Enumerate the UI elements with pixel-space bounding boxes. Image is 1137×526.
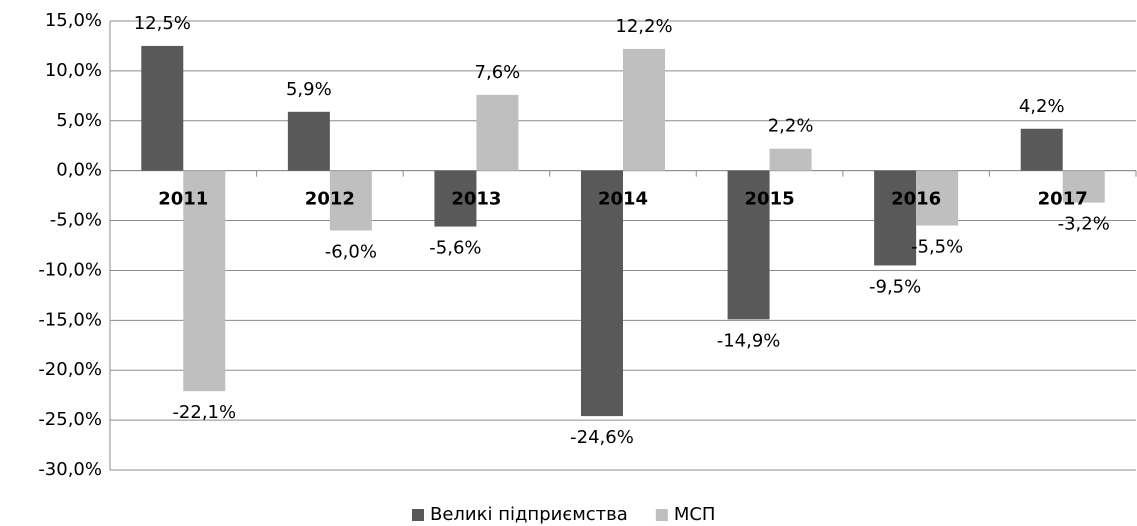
- bar: [434, 170, 477, 227]
- bar: [476, 94, 519, 171]
- value-label: 12,5%: [134, 13, 191, 34]
- x-tick-label: 2014: [598, 189, 648, 210]
- y-tick-label: 10,0%: [45, 60, 102, 81]
- legend-swatch: [412, 509, 424, 521]
- value-label: -22,1%: [172, 402, 236, 423]
- y-tick-label: 0,0%: [56, 160, 102, 181]
- x-tick-label: 2016: [891, 189, 941, 210]
- bar: [183, 170, 226, 392]
- bar: [727, 170, 770, 320]
- value-label: -5,5%: [911, 237, 963, 258]
- y-tick-label: -20,0%: [38, 359, 102, 380]
- value-label: -5,6%: [429, 238, 481, 259]
- y-tick-label: 5,0%: [56, 110, 102, 131]
- x-tick-label: 2015: [745, 189, 795, 210]
- value-label: 2,2%: [768, 116, 814, 137]
- value-label: 5,9%: [286, 79, 332, 100]
- value-label: 7,6%: [475, 62, 521, 83]
- x-tick-label: 2017: [1038, 189, 1088, 210]
- legend-label: МСП: [674, 504, 716, 525]
- value-label: -6,0%: [325, 242, 377, 263]
- bar: [287, 111, 330, 171]
- bar: [916, 170, 959, 226]
- bar: [141, 45, 184, 171]
- x-tick-label: 2011: [158, 189, 208, 210]
- bar: [874, 170, 917, 266]
- bar: [329, 170, 372, 231]
- y-tick-label: -5,0%: [50, 210, 102, 231]
- value-label: -14,9%: [717, 330, 781, 351]
- x-tick-label: 2012: [305, 189, 355, 210]
- value-label: -9,5%: [869, 276, 921, 297]
- value-label: 12,2%: [615, 16, 672, 37]
- bar: [1020, 128, 1063, 171]
- legend-swatch: [655, 509, 668, 521]
- value-label: -3,2%: [1058, 214, 1110, 235]
- bar: [769, 148, 812, 171]
- x-tick-label: 2013: [451, 189, 501, 210]
- bar: [1062, 170, 1105, 203]
- y-tick-label: -10,0%: [38, 259, 102, 280]
- y-tick-label: -30,0%: [38, 459, 102, 480]
- bar: [623, 48, 665, 171]
- y-tick-label: -15,0%: [38, 309, 102, 330]
- y-tick-label: -25,0%: [38, 409, 102, 430]
- value-label: 4,2%: [1019, 96, 1065, 117]
- legend-label: Великі підприємства: [430, 504, 628, 525]
- y-tick-label: 15,0%: [45, 10, 102, 31]
- value-label: -24,6%: [570, 427, 634, 448]
- bar: [581, 170, 623, 417]
